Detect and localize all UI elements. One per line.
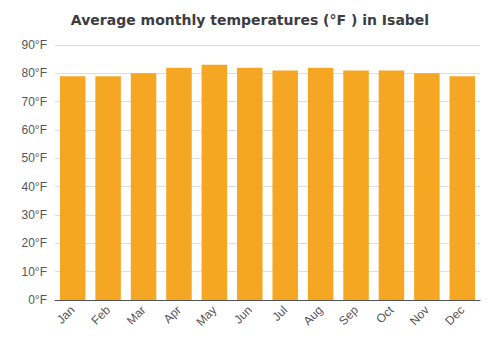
svg-text:Jul: Jul xyxy=(269,303,290,324)
svg-text:Nov: Nov xyxy=(407,303,432,328)
svg-text:Aug: Aug xyxy=(301,303,326,328)
svg-text:80°F: 80°F xyxy=(22,66,47,80)
svg-text:Feb: Feb xyxy=(89,303,114,328)
svg-text:Oct: Oct xyxy=(373,303,397,327)
svg-text:Sep: Sep xyxy=(336,303,361,328)
svg-text:50°F: 50°F xyxy=(22,151,47,165)
svg-text:20°F: 20°F xyxy=(22,236,47,250)
svg-text:70°F: 70°F xyxy=(22,95,47,109)
svg-text:Jan: Jan xyxy=(54,303,78,327)
svg-text:Average monthly temperatures (: Average monthly temperatures (°F ) in Is… xyxy=(71,12,429,28)
svg-text:60°F: 60°F xyxy=(22,123,47,137)
svg-text:0°F: 0°F xyxy=(28,293,47,307)
svg-text:90°F: 90°F xyxy=(22,38,47,52)
svg-text:May: May xyxy=(193,303,219,329)
svg-text:40°F: 40°F xyxy=(22,180,47,194)
svg-text:Apr: Apr xyxy=(161,303,184,326)
svg-text:Jun: Jun xyxy=(231,303,255,327)
svg-text:Mar: Mar xyxy=(124,303,149,327)
svg-text:30°F: 30°F xyxy=(22,208,47,222)
svg-text:10°F: 10°F xyxy=(22,265,47,279)
svg-text:Dec: Dec xyxy=(442,303,467,328)
